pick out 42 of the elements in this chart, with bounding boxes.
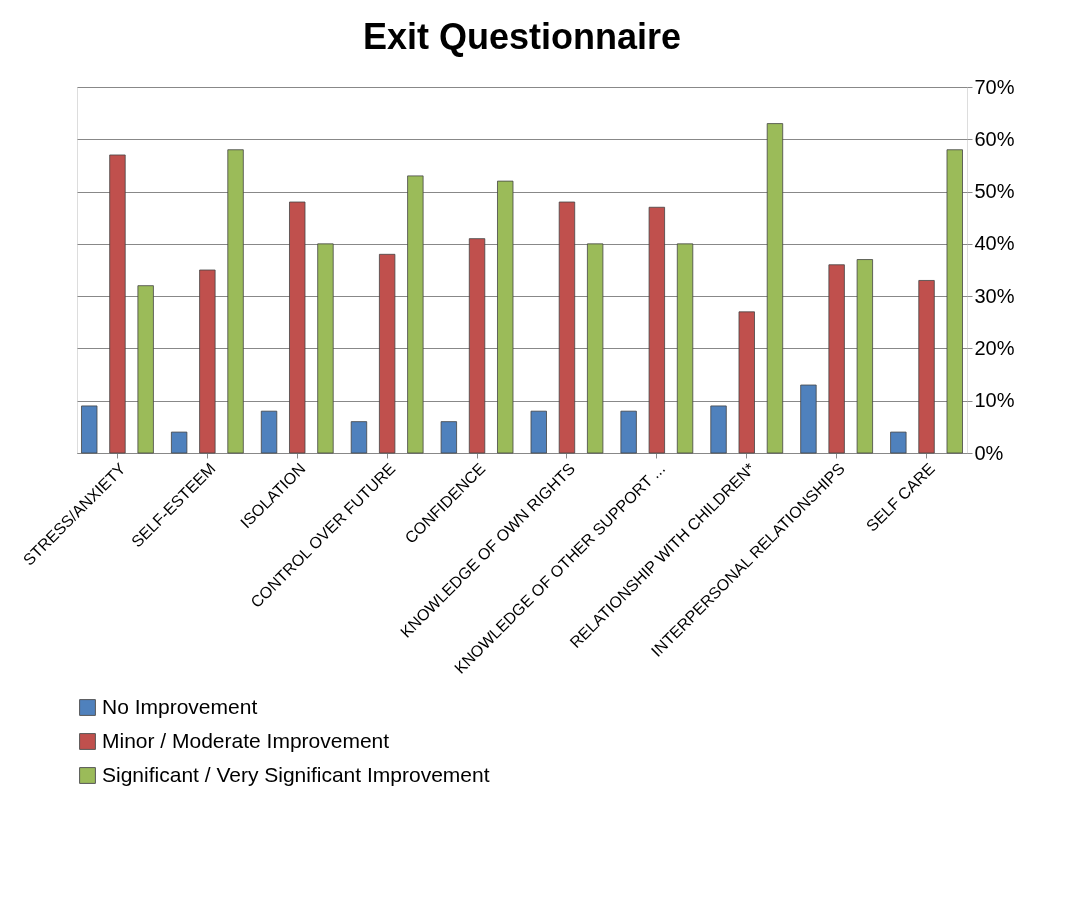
bar <box>497 180 514 454</box>
bar <box>828 264 845 454</box>
bar <box>227 149 244 454</box>
bar <box>856 259 874 454</box>
y-tick-label: 10% <box>974 389 1015 412</box>
bar <box>407 175 424 454</box>
bar <box>648 206 665 454</box>
bar <box>289 201 306 454</box>
bar <box>620 410 637 454</box>
bar <box>800 384 817 454</box>
bar <box>558 201 576 454</box>
y-tick-label: 40% <box>974 232 1015 255</box>
bar <box>199 269 216 454</box>
bar <box>170 431 188 454</box>
bar <box>710 405 727 454</box>
bar <box>81 405 98 454</box>
bar <box>738 311 755 454</box>
y-tick-label: 50% <box>974 180 1015 203</box>
y-tick-label: 0% <box>974 441 1004 464</box>
y-tick-label: 20% <box>974 336 1015 359</box>
bar <box>350 421 368 454</box>
y-tick-label: 60% <box>974 127 1015 150</box>
bar <box>530 410 547 454</box>
bar <box>440 421 457 454</box>
bar <box>260 410 278 454</box>
bar <box>946 149 963 454</box>
bar <box>890 431 907 454</box>
chart-title: Exit Questionnaire <box>362 16 682 57</box>
bar <box>766 123 784 454</box>
legend-label: No Improvement <box>102 694 258 718</box>
bar <box>317 243 334 454</box>
bar <box>918 280 935 454</box>
legend-label: Significant / Very Significant Improvement <box>102 762 490 786</box>
bar <box>137 285 154 454</box>
y-tick-label: 70% <box>974 75 1015 98</box>
bar <box>676 243 694 454</box>
bar <box>468 238 486 454</box>
bar <box>587 243 604 454</box>
bar <box>379 253 396 454</box>
y-tick-label: 30% <box>974 284 1015 307</box>
bar <box>109 154 126 454</box>
legend-label: Minor / Moderate Improvement <box>102 728 390 752</box>
